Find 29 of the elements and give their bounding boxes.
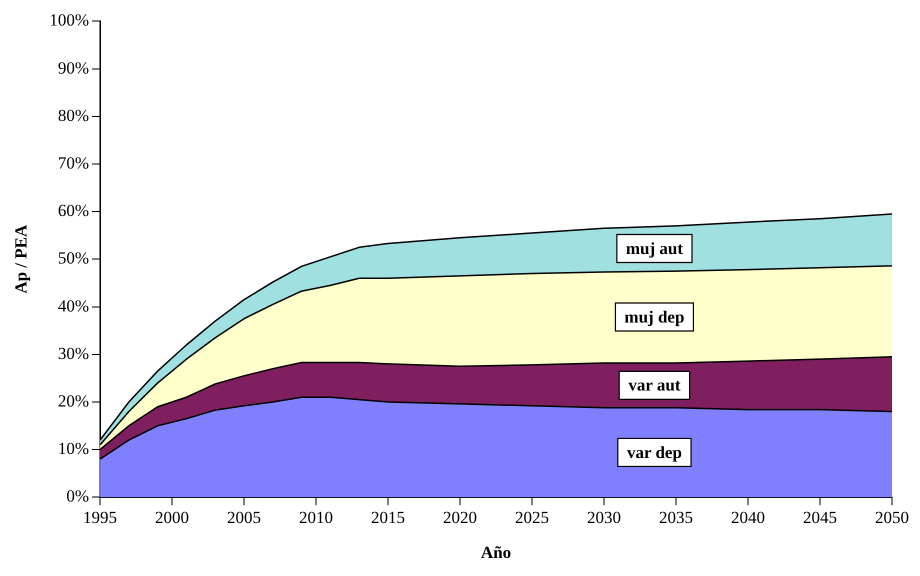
series-label: var dep (626, 442, 682, 462)
y-tick-label: 60% (58, 201, 90, 220)
x-tick-label: 2010 (299, 508, 334, 527)
x-tick-label: 2000 (155, 508, 190, 527)
x-axis-title: Año (480, 543, 512, 562)
y-tick-label: 0% (66, 486, 90, 506)
x-tick-label: 2025 (515, 508, 550, 527)
series-label: muj aut (626, 238, 684, 258)
y-tick-label: 50% (58, 248, 90, 268)
y-tick-label: 100% (49, 10, 90, 30)
y-tick-label: 80% (58, 106, 90, 125)
x-tick-label: 2050 (875, 508, 909, 527)
y-axis-title: Ap / PEA (12, 224, 31, 294)
x-tick-label: 2040 (731, 508, 766, 527)
y-tick-label: 10% (58, 439, 90, 458)
y-tick-label: 40% (58, 296, 90, 316)
x-tick-label: 2015 (371, 508, 406, 527)
x-tick-label: 2035 (659, 508, 694, 527)
series-label: muj dep (624, 307, 684, 326)
y-tick-label: 20% (58, 391, 90, 410)
x-tick-label: 2020 (443, 508, 478, 527)
y-tick-label: 70% (58, 153, 90, 172)
x-tick-label: 1995 (83, 508, 118, 527)
y-tick-label: 30% (58, 344, 90, 363)
series-label: var aut (628, 376, 681, 395)
x-tick-label: 2045 (803, 508, 838, 527)
x-tick-label: 2030 (587, 508, 622, 527)
y-tick-label: 90% (58, 58, 90, 78)
x-tick-label: 2005 (227, 508, 262, 527)
